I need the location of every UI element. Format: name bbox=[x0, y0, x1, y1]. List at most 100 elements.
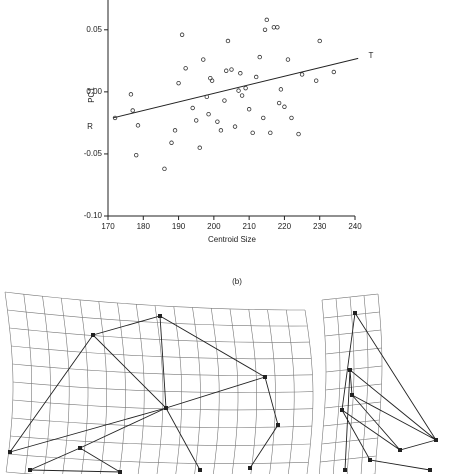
point bbox=[243, 85, 248, 91]
point bbox=[179, 32, 185, 37]
point bbox=[134, 152, 139, 158]
annotation: T bbox=[369, 51, 374, 60]
point bbox=[275, 25, 280, 30]
point bbox=[268, 130, 273, 136]
point bbox=[254, 74, 259, 80]
point bbox=[130, 108, 135, 113]
landmark bbox=[78, 446, 82, 450]
y-axis-label: PC1 bbox=[87, 87, 96, 103]
point bbox=[317, 38, 322, 44]
x-tick-label: 180 bbox=[137, 222, 151, 231]
x-tick-label: 220 bbox=[278, 222, 292, 231]
point bbox=[239, 93, 245, 98]
deformation-grids bbox=[4, 291, 438, 474]
point bbox=[215, 119, 220, 124]
point bbox=[112, 115, 118, 121]
landmark bbox=[8, 450, 12, 454]
fit-line bbox=[112, 57, 359, 119]
point bbox=[135, 123, 141, 128]
point bbox=[194, 118, 199, 123]
point bbox=[229, 67, 234, 72]
landmark bbox=[434, 438, 438, 442]
landmark bbox=[368, 458, 372, 462]
point bbox=[299, 72, 305, 77]
landmark bbox=[91, 333, 95, 337]
point bbox=[201, 57, 206, 62]
grid-line bbox=[98, 301, 107, 474]
grid-line bbox=[9, 327, 310, 343]
grid-line bbox=[11, 417, 312, 428]
point bbox=[285, 57, 291, 62]
grid-line bbox=[325, 365, 383, 373]
grid-line bbox=[323, 311, 380, 319]
grid-line bbox=[154, 305, 164, 474]
point bbox=[262, 27, 268, 32]
y-tick-label: 0.00 bbox=[86, 87, 102, 96]
landmark bbox=[348, 368, 352, 372]
grid-line bbox=[321, 437, 378, 445]
point bbox=[276, 100, 282, 106]
point bbox=[238, 71, 243, 76]
landmark bbox=[276, 423, 280, 427]
grid-line bbox=[319, 299, 327, 474]
grid-line bbox=[325, 347, 382, 355]
grid-line bbox=[324, 329, 381, 337]
grid-line bbox=[323, 419, 380, 427]
grid-line bbox=[321, 293, 379, 301]
x-tick-label: 190 bbox=[172, 222, 186, 231]
landmark bbox=[343, 468, 347, 472]
point bbox=[232, 124, 238, 129]
point bbox=[331, 69, 337, 75]
point bbox=[224, 68, 229, 73]
point bbox=[197, 145, 202, 150]
grid-line bbox=[332, 298, 341, 474]
grid-line bbox=[12, 381, 314, 393]
landmark bbox=[263, 375, 267, 379]
landmark bbox=[428, 468, 432, 472]
point bbox=[128, 92, 134, 97]
point bbox=[169, 140, 174, 145]
point bbox=[176, 80, 181, 86]
x-tick-label: 240 bbox=[348, 222, 362, 231]
grid-line bbox=[324, 401, 381, 409]
x-axis-label: Centroid Size bbox=[208, 235, 257, 244]
point bbox=[296, 131, 301, 137]
grid-line bbox=[248, 309, 257, 474]
grid-line bbox=[11, 345, 312, 360]
grid-line bbox=[346, 296, 355, 474]
landmark bbox=[353, 311, 357, 315]
point bbox=[282, 104, 287, 109]
point bbox=[250, 130, 255, 136]
grid-line bbox=[320, 455, 377, 463]
x-tick-label: 200 bbox=[207, 222, 221, 231]
x-tick-label: 210 bbox=[242, 222, 256, 231]
grid-line bbox=[10, 435, 311, 446]
point bbox=[209, 78, 215, 83]
point bbox=[246, 107, 252, 112]
point bbox=[222, 98, 227, 103]
point bbox=[172, 128, 178, 133]
landmark bbox=[28, 468, 32, 472]
landmark bbox=[164, 406, 168, 410]
landmark-lines bbox=[341, 312, 437, 471]
y-tick-label: 0.05 bbox=[86, 25, 102, 34]
point bbox=[264, 17, 269, 23]
grid-line bbox=[173, 306, 182, 474]
landmark bbox=[198, 468, 202, 472]
grid-line bbox=[7, 309, 308, 327]
landmark bbox=[248, 466, 252, 470]
point bbox=[236, 88, 241, 93]
point bbox=[289, 115, 294, 121]
point bbox=[183, 66, 188, 71]
grid-line bbox=[4, 291, 14, 473]
point bbox=[278, 87, 284, 92]
landmark bbox=[340, 408, 344, 412]
y-tick-label: -0.05 bbox=[84, 149, 103, 158]
point bbox=[313, 78, 319, 83]
grid-line bbox=[211, 308, 220, 474]
grid-line bbox=[4, 291, 305, 311]
point bbox=[225, 38, 231, 44]
point bbox=[162, 166, 167, 172]
point bbox=[271, 25, 277, 30]
